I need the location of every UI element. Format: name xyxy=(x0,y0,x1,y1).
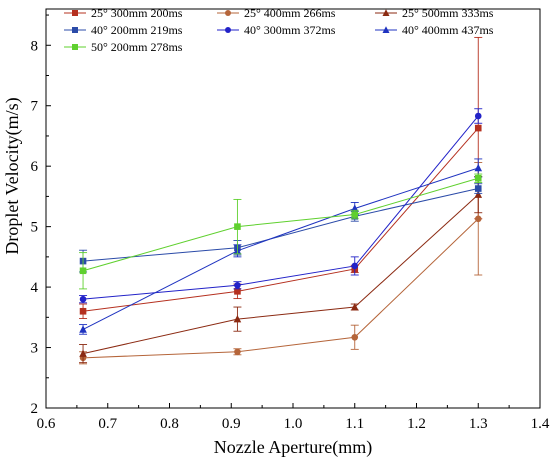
legend: 25° 300mm 200ms 25° 400mm 266ms 25° 500mm … xyxy=(64,6,494,54)
series-line xyxy=(82,177,479,272)
data-point xyxy=(234,223,241,230)
data-point xyxy=(382,9,390,16)
data-point xyxy=(351,211,359,218)
x-tick-label: 1.4 xyxy=(531,416,550,432)
x-tick-label: 0.6 xyxy=(37,416,56,432)
x-axis-title: Nozzle Aperture(mm) xyxy=(214,437,372,458)
plot-frame xyxy=(45,8,541,409)
series-line xyxy=(82,127,479,312)
legend-item: 25° 500mm 333ms xyxy=(375,6,494,20)
x-tick-label: 1.3 xyxy=(469,416,488,432)
data-point xyxy=(474,174,482,182)
data-point xyxy=(350,302,359,311)
legend-item: 50° 200mm 278ms xyxy=(64,40,183,54)
data-point xyxy=(351,333,359,341)
series-4 xyxy=(79,183,483,273)
data-point xyxy=(234,348,241,356)
legend-label: 50° 200mm 278ms xyxy=(91,40,183,54)
x-tick-label: 0.8 xyxy=(160,416,179,432)
series-line xyxy=(83,188,479,262)
data-point xyxy=(474,215,482,223)
legend-item: 40° 200mm 219ms xyxy=(64,23,183,37)
y-axis-title: Droplet Velocity(m/s) xyxy=(2,97,23,254)
y-tick-label: 6 xyxy=(31,159,39,175)
x-tick-label: 1.1 xyxy=(345,416,364,432)
y-tick-label: 8 xyxy=(31,38,39,54)
y-tick-label: 4 xyxy=(31,280,39,296)
legend-label: 40° 200mm 219ms xyxy=(91,23,183,37)
y-tick-label: 7 xyxy=(31,99,39,115)
legend-label: 40° 400mm 437ms xyxy=(402,23,494,37)
series-line xyxy=(82,194,479,355)
x-tick-label: 0.9 xyxy=(222,416,241,432)
legend-label: 40° 300mm 372ms xyxy=(244,23,336,37)
data-point xyxy=(474,112,482,120)
data-point xyxy=(233,315,242,323)
data-point xyxy=(234,288,241,295)
series-line xyxy=(83,218,479,359)
y-tick-label: 3 xyxy=(31,341,39,357)
data-point xyxy=(474,185,482,192)
series-7 xyxy=(79,173,483,290)
data-point xyxy=(79,295,87,303)
data-point xyxy=(234,281,241,289)
data-point xyxy=(351,262,359,270)
data-point xyxy=(72,27,78,33)
data-point xyxy=(79,325,87,333)
y-tick-label: 2 xyxy=(31,401,39,417)
series-line xyxy=(82,167,479,330)
data-point xyxy=(72,10,78,16)
data-point xyxy=(474,124,482,132)
series-5 xyxy=(79,108,483,304)
axes: 0.6 0.7 0.8 0.9 1.0 1.1 1.2 1.3 1.4 2 3 4 5 6 7 8 xyxy=(31,14,550,432)
data-point xyxy=(225,27,231,33)
legend-item: 40° 400mm 437ms xyxy=(375,23,494,37)
legend-item: 40° 300mm 372ms xyxy=(217,23,336,37)
series-3 xyxy=(79,176,483,364)
legend-item: 25° 400mm 266ms xyxy=(217,6,336,20)
legend-label: 25° 300mm 200ms xyxy=(91,6,183,20)
legend-label: 25° 400mm 266ms xyxy=(244,6,336,20)
y-tick-label: 5 xyxy=(31,220,39,236)
series-1 xyxy=(79,36,483,319)
legend-item: 25° 300mm 200ms xyxy=(64,6,183,20)
data-point xyxy=(79,349,87,357)
x-tick-label: 1.0 xyxy=(284,416,303,432)
data-point xyxy=(474,163,483,172)
data-point xyxy=(79,267,87,275)
data-point xyxy=(382,26,390,33)
x-tick-label: 1.2 xyxy=(407,416,426,432)
series-line xyxy=(83,115,479,300)
series-layer xyxy=(79,36,483,365)
legend-label: 25° 500mm 333ms xyxy=(402,6,494,20)
data-point xyxy=(474,190,483,198)
x-tick-label: 0.7 xyxy=(98,416,117,432)
data-point xyxy=(72,44,78,50)
data-point xyxy=(225,10,231,16)
data-point xyxy=(79,307,87,315)
